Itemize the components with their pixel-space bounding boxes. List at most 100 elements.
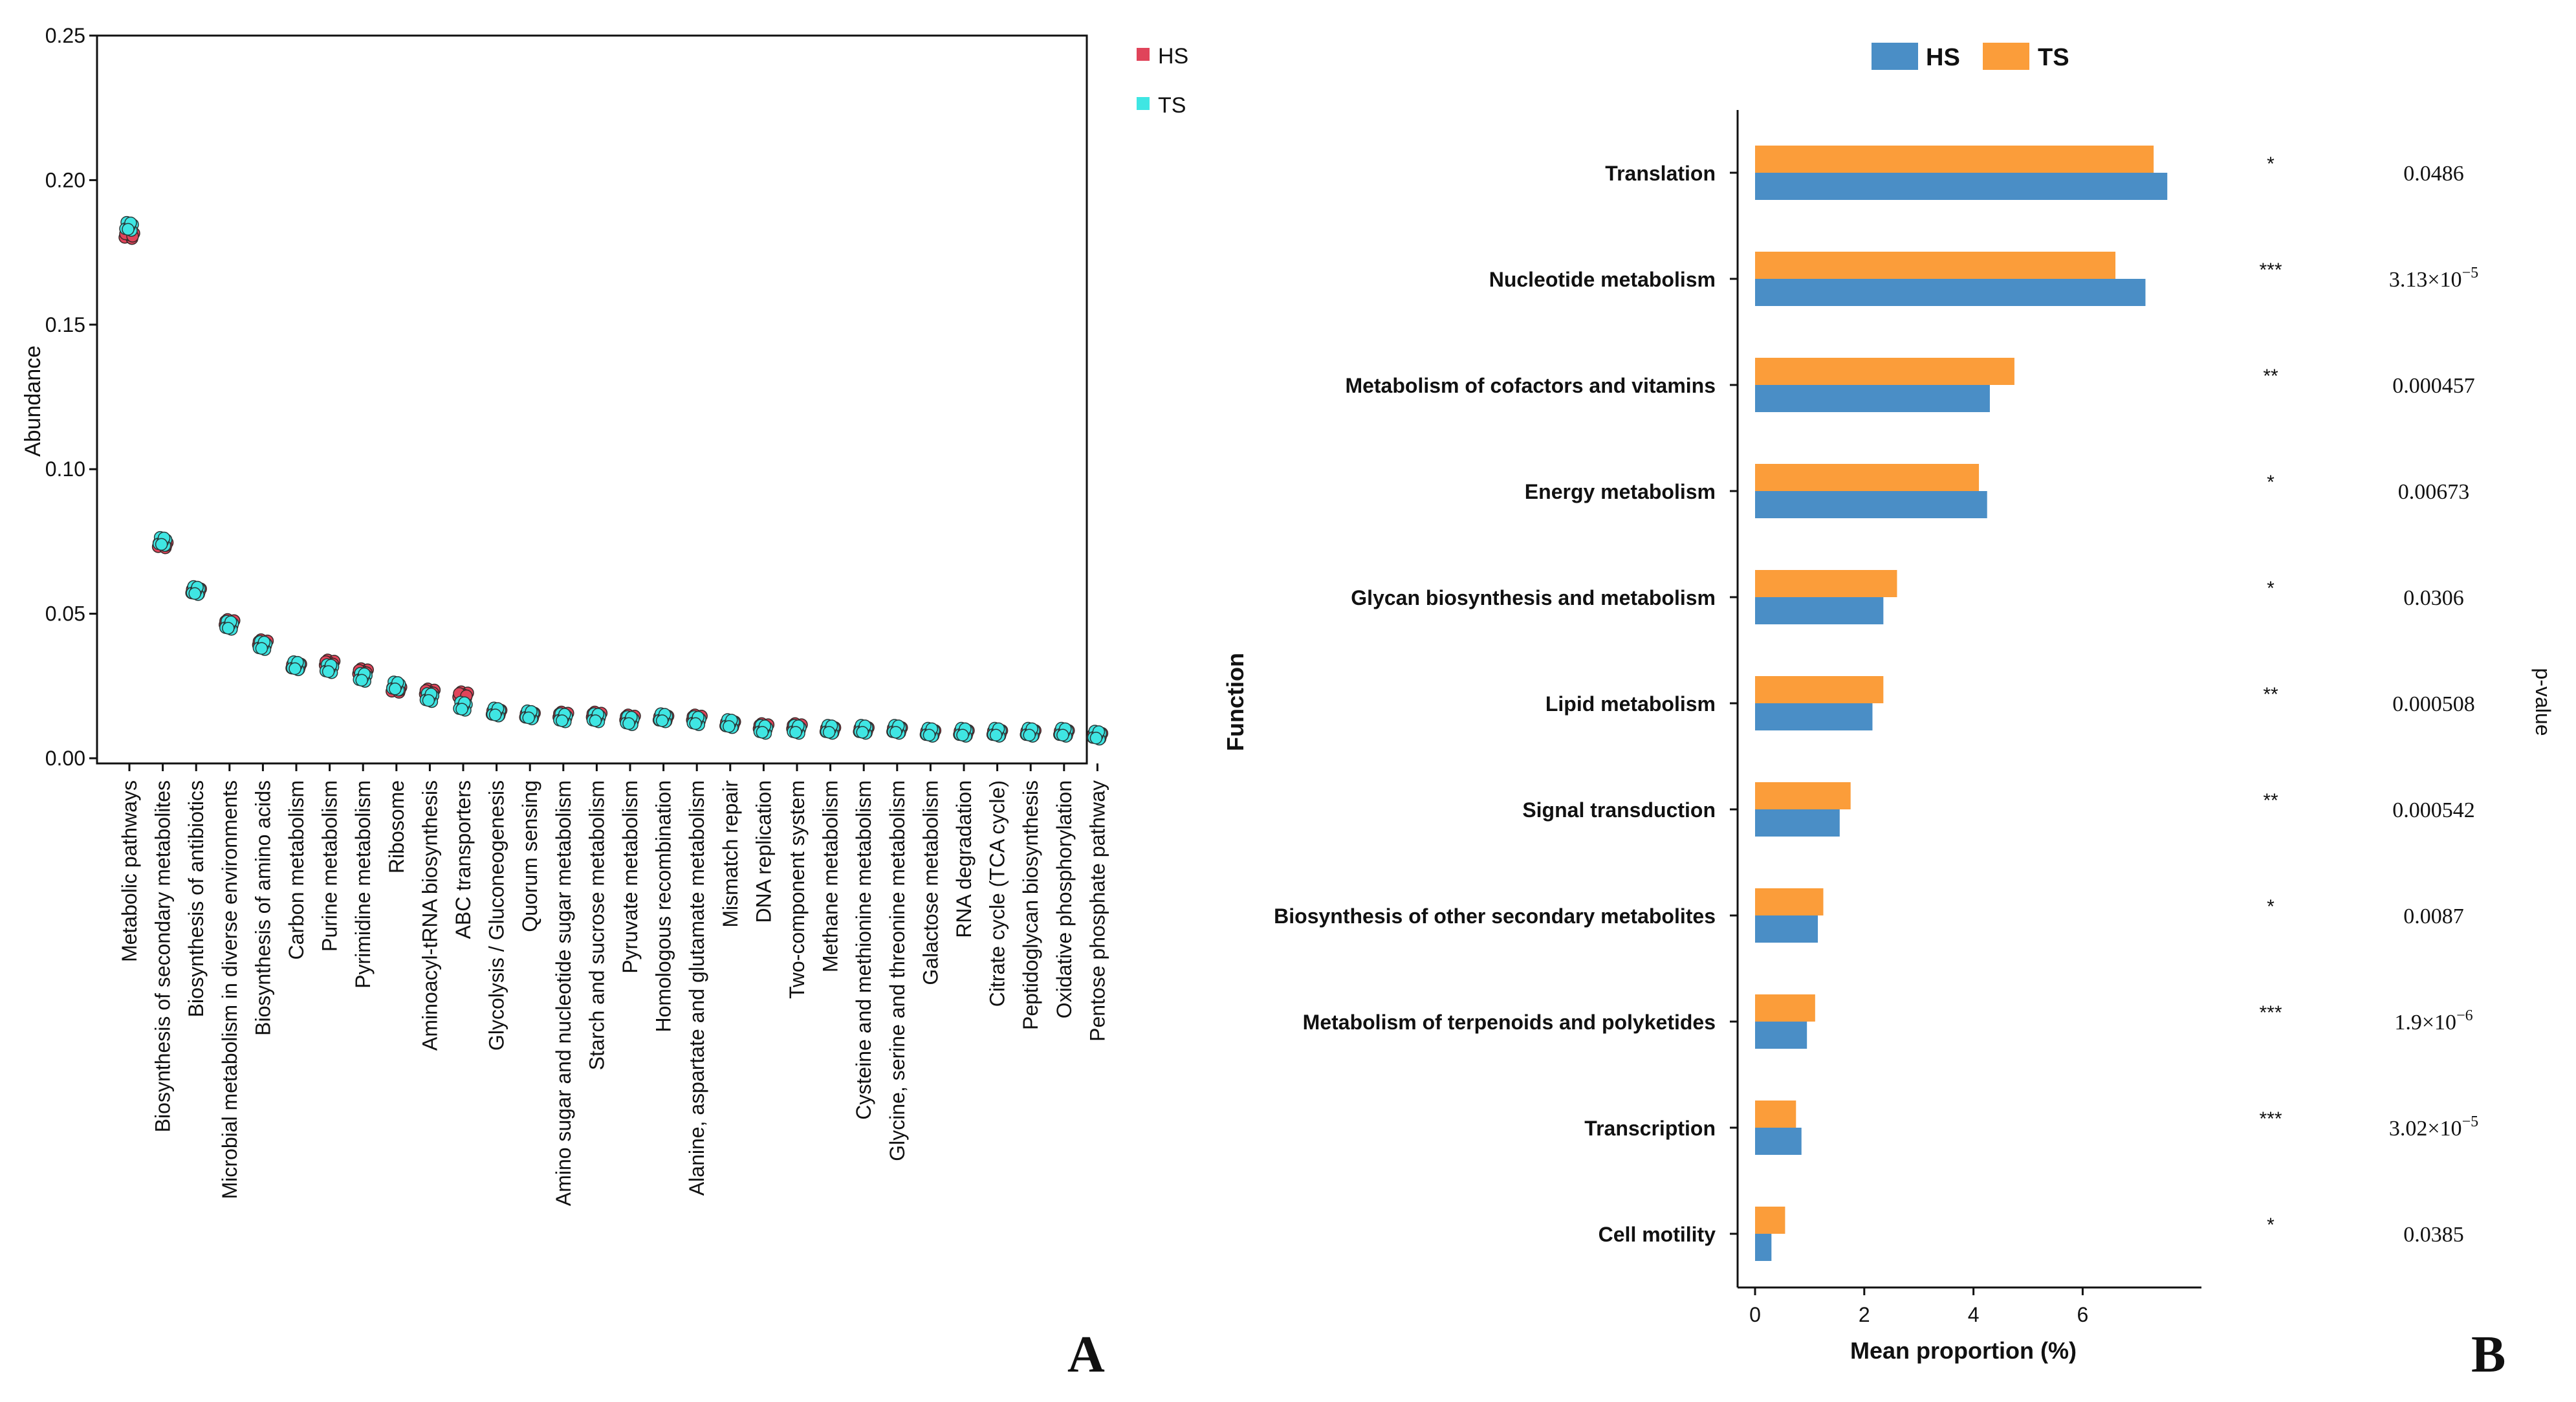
panel-a-y-axis: 0.00 0.05 0.10 0.15 0.20 0.25	[45, 24, 97, 770]
panel-b-bar-hs	[1755, 1234, 1772, 1261]
panel-a-point-ts	[1056, 728, 1069, 742]
panel-b-p-value: 1.9×10−6	[2394, 1007, 2472, 1035]
panel-b-y-axis-label: Function	[1222, 653, 1249, 751]
panel-b-bar-ts	[1755, 252, 2116, 279]
panel-a-point-ts	[589, 714, 602, 727]
panel-b-p-value: 0.0306	[2403, 586, 2464, 610]
panel-a-point-ts	[1023, 728, 1036, 742]
panel-a-y-tick-label: 0.25	[45, 24, 85, 47]
panel-a-point-ts	[222, 622, 235, 635]
panel-b-category-label: Cell motility	[1599, 1223, 1716, 1246]
panel-a-legend-hs-label: HS	[1158, 44, 1188, 69]
panel-a-point-ts	[422, 694, 435, 707]
panel-a-x-tick-label: Biosynthesis of amino acids	[251, 780, 274, 1036]
panel-b-bar-hs	[1755, 385, 1990, 412]
panel-b-significance: *	[2267, 472, 2275, 493]
panel-b-bar-ts	[1755, 1101, 1796, 1128]
panel-b-legend-ts-swatch	[1983, 43, 2029, 70]
panel-a-legend-ts-label: TS	[1158, 93, 1186, 118]
panel-b-bar-hs	[1755, 915, 1818, 943]
panel-a-x-tick-label: Mismatch repair	[719, 780, 742, 928]
panel-b-p-value: 0.0087	[2403, 904, 2464, 928]
panel-b-letter: B	[2471, 1326, 2505, 1383]
panel-b-category-label: Metabolism of cofactors and vitamins	[1345, 374, 1716, 397]
panel-a-legend-ts-swatch	[1137, 97, 1150, 110]
panel-a-x-tick-label: Carbon metabolism	[285, 780, 308, 959]
panel-a-letter: A	[1067, 1326, 1105, 1383]
panel-b-x-axis: 0 2 4 6	[1749, 1287, 2088, 1326]
panel-a-x-tick-label: ABC transporters	[452, 780, 475, 939]
panel-a-point-ts	[890, 726, 902, 739]
panel-a-x-tick-label: Pentose phosphate pathway	[1086, 780, 1109, 1042]
panel-b-category-label: Lipid metabolism	[1545, 692, 1716, 716]
panel-a-point-ts	[856, 726, 869, 739]
panel-a-point-ts	[556, 714, 569, 727]
panel-a-x-tick-label: Purine metabolism	[318, 780, 342, 952]
panel-b-significance: ***	[2259, 259, 2282, 281]
panel-b-bar-ts	[1755, 994, 1815, 1022]
panel-a-x-tick-label: RNA degradation	[952, 780, 976, 938]
panel-b-category-label: Metabolism of terpenoids and polyketides	[1303, 1011, 1716, 1034]
panel-a-x-tick-label: DNA replication	[752, 780, 775, 923]
panel-a-x-tick-label: Methane metabolism	[819, 780, 842, 972]
panel-a-y-tick-label: 0.00	[45, 747, 85, 770]
panel-a-point-ts	[455, 703, 468, 716]
panel-a-legend: HS TS	[1137, 44, 1188, 118]
panel-b-significance: *	[2267, 153, 2275, 175]
panel-b-significance: **	[2263, 366, 2278, 387]
panel-a-x-tick-label: Biosynthesis of secondary metabolites	[151, 780, 175, 1132]
panel-b-x-tick-label: 2	[1859, 1303, 1870, 1326]
panel-b-x-tick-label: 4	[1968, 1303, 1980, 1326]
panel-b-bar-hs	[1755, 703, 1873, 730]
panel-b-p-value: 3.02×10−5	[2389, 1113, 2478, 1141]
panel-b-significance: *	[2267, 578, 2275, 599]
panel-b-significance: ***	[2259, 1108, 2282, 1130]
panel-b-significance: *	[2267, 896, 2275, 917]
panel-b-bars: Translation * 0.0486 Nucleotide metabolism *…	[1274, 146, 2478, 1261]
panel-a-point-ts	[355, 674, 368, 687]
panel-a-x-tick-label: Quorum sensing	[518, 780, 541, 932]
panel-a-x-tick-label: Glycolysis / Gluconeogenesis	[485, 780, 508, 1051]
panel-a-point-ts	[622, 717, 635, 730]
panel-b-significance: ***	[2259, 1002, 2282, 1024]
panel-a-x-tick-label: Cysteine and methionine metabolism	[852, 780, 875, 1120]
panel-a-x-tick-label: Metabolic pathways	[118, 780, 141, 962]
panel-b-category-label: Signal transduction	[1522, 798, 1716, 822]
panel-a-x-tick-label: Aminoacyl-tRNA biosynthesis	[418, 780, 441, 1051]
panel-b-legend-ts-label: TS	[2038, 44, 2069, 71]
panel-a-point-ts	[255, 642, 268, 655]
panel-a-x-tick-label: Pyrimidine metabolism	[351, 780, 375, 989]
panel-b-p-value: 3.13×10−5	[2389, 265, 2478, 292]
panel-b-bar-ts	[1755, 676, 1884, 703]
panel-a-point-ts	[322, 665, 335, 678]
panel-a-y-axis-label: Abundance	[21, 345, 45, 457]
panel-b-bar-hs	[1755, 491, 1987, 518]
panel-b-p-value: 0.000542	[2392, 798, 2475, 822]
panel-b-p-value: 0.00673	[2398, 480, 2470, 504]
panel-b-p-value: 0.000508	[2392, 692, 2475, 716]
panel-b-bar-hs	[1755, 809, 1840, 837]
panel-a-point-ts	[522, 711, 535, 725]
panel-b-significance: **	[2263, 790, 2278, 811]
panel-a-point-ts	[155, 538, 168, 551]
panel-a-points	[118, 215, 1109, 746]
panel-a-point-ts	[789, 726, 802, 739]
panel-b-p-value: 0.000457	[2392, 374, 2475, 398]
panel-a-legend-hs-swatch	[1137, 48, 1150, 61]
panel-b-category-label: Transcription	[1584, 1117, 1716, 1140]
panel-a-x-tick-label: Starch and sucrose metabolism	[585, 780, 608, 1070]
panel-b-bar-ts	[1755, 464, 1980, 491]
panel-a-x-tick-label: Two-component system	[785, 780, 809, 999]
panel-b-bar-hs	[1755, 279, 2146, 306]
panel-b-bar-hs	[1755, 1128, 1802, 1155]
panel-b-bar-ts	[1755, 358, 2014, 385]
panel-b-bar-ts	[1755, 146, 2154, 173]
panel-a-x-tick-label: Homologous recombination	[652, 780, 675, 1033]
panel-a-y-tick-label: 0.20	[45, 168, 85, 192]
panel-a-point-ts	[188, 587, 201, 600]
panel-a-x-axis: Metabolic pathways Biosynthesis of second…	[118, 763, 1109, 1206]
panel-b-p-value: 0.0385	[2403, 1223, 2464, 1247]
panel-b-category-label: Translation	[1605, 162, 1716, 185]
panel-b-category-label: Nucleotide metabolism	[1489, 268, 1716, 291]
